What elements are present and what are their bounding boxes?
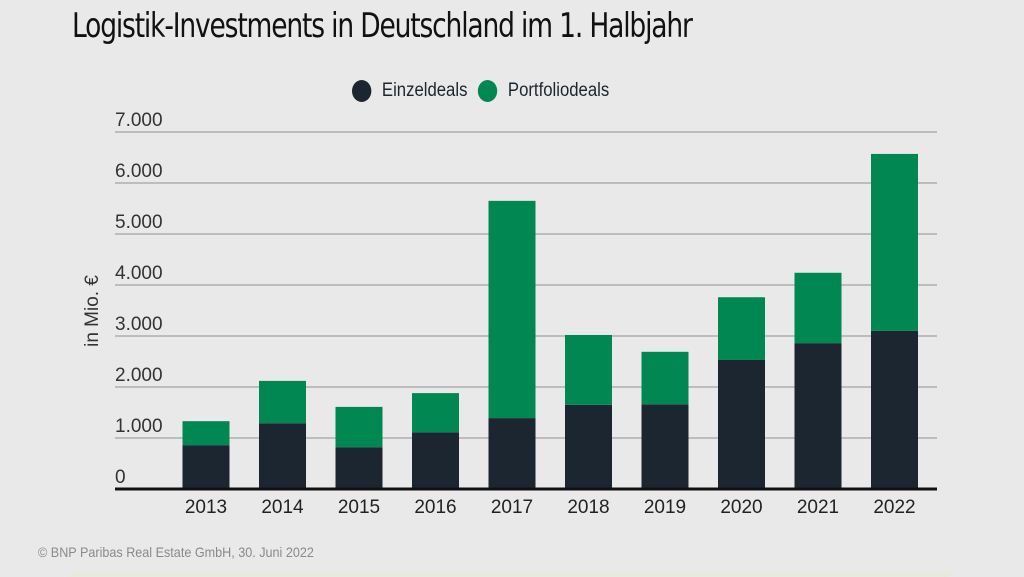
legend-item-portfoliodeals: Portfoliodeals (477, 80, 610, 102)
legend: Einzeldeals Portfoliodeals (352, 80, 620, 102)
bar-portfoliodeals-2022 (871, 153, 918, 331)
x-tick-label: 2013 (185, 497, 227, 518)
bar-portfoliodeals-2015 (335, 406, 383, 448)
bar-einzeldeals-2018 (565, 404, 612, 489)
legend-item-einzeldeals: Einzeldeals (352, 80, 467, 102)
bar-einzeldeals-2021 (794, 343, 842, 489)
bar-portfoliodeals-2018 (565, 334, 612, 405)
x-tick-label: 2016 (414, 497, 456, 518)
bottom-strip (70, 571, 950, 577)
legend-swatch-portfoliodeals (477, 80, 498, 102)
bar-einzeldeals-2016 (412, 432, 459, 489)
y-tick-label: 1.000 (115, 416, 163, 437)
x-tick-label: 2022 (873, 497, 915, 518)
bar-portfoliodeals-2021 (794, 272, 842, 344)
y-tick-label: 4.000 (115, 263, 163, 284)
y-tick-label: 3.000 (115, 314, 163, 335)
bar-portfoliodeals-2017 (488, 200, 536, 419)
x-tick-label: 2018 (567, 497, 609, 518)
y-tick-label: 6.000 (115, 161, 163, 182)
bar-einzeldeals-2017 (488, 418, 536, 489)
bar-portfoliodeals-2019 (641, 351, 689, 405)
y-tick-label: 5.000 (115, 212, 163, 233)
x-tick-label: 2015 (338, 497, 380, 518)
chart-title: Logistik-Investments in Deutschland im 1… (72, 6, 693, 46)
x-tick-label: 2021 (797, 497, 839, 518)
y-tick-label: 2.000 (115, 365, 163, 386)
bar-portfoliodeals-2020 (718, 297, 765, 360)
bar-einzeldeals-2015 (335, 447, 383, 489)
bar-einzeldeals-2022 (871, 330, 918, 489)
x-tick-label: 2019 (644, 497, 686, 518)
y-tick-label: 7.000 (115, 110, 163, 131)
x-tick-label: 2020 (720, 497, 762, 518)
bar-portfoliodeals-2014 (259, 380, 306, 424)
legend-swatch-einzeldeals (352, 80, 372, 102)
y-axis-label: in Mio. € (82, 275, 103, 347)
bar-einzeldeals-2014 (259, 423, 306, 489)
x-tick-label: 2014 (261, 497, 304, 518)
x-tick-label: 2017 (491, 497, 533, 518)
bar-einzeldeals-2013 (182, 445, 230, 489)
legend-label-portfoliodeals: Portfoliodeals (507, 80, 610, 101)
bar-portfoliodeals-2016 (412, 393, 459, 433)
legend-label-einzeldeals: Einzeldeals (381, 80, 468, 101)
bar-einzeldeals-2019 (641, 404, 689, 489)
bar-einzeldeals-2020 (718, 359, 765, 489)
y-tick-label: 0 (115, 467, 126, 488)
bar-portfoliodeals-2013 (182, 421, 230, 446)
copyright-footer: © BNP Paribas Real Estate GmbH, 30. Juni… (38, 544, 314, 560)
